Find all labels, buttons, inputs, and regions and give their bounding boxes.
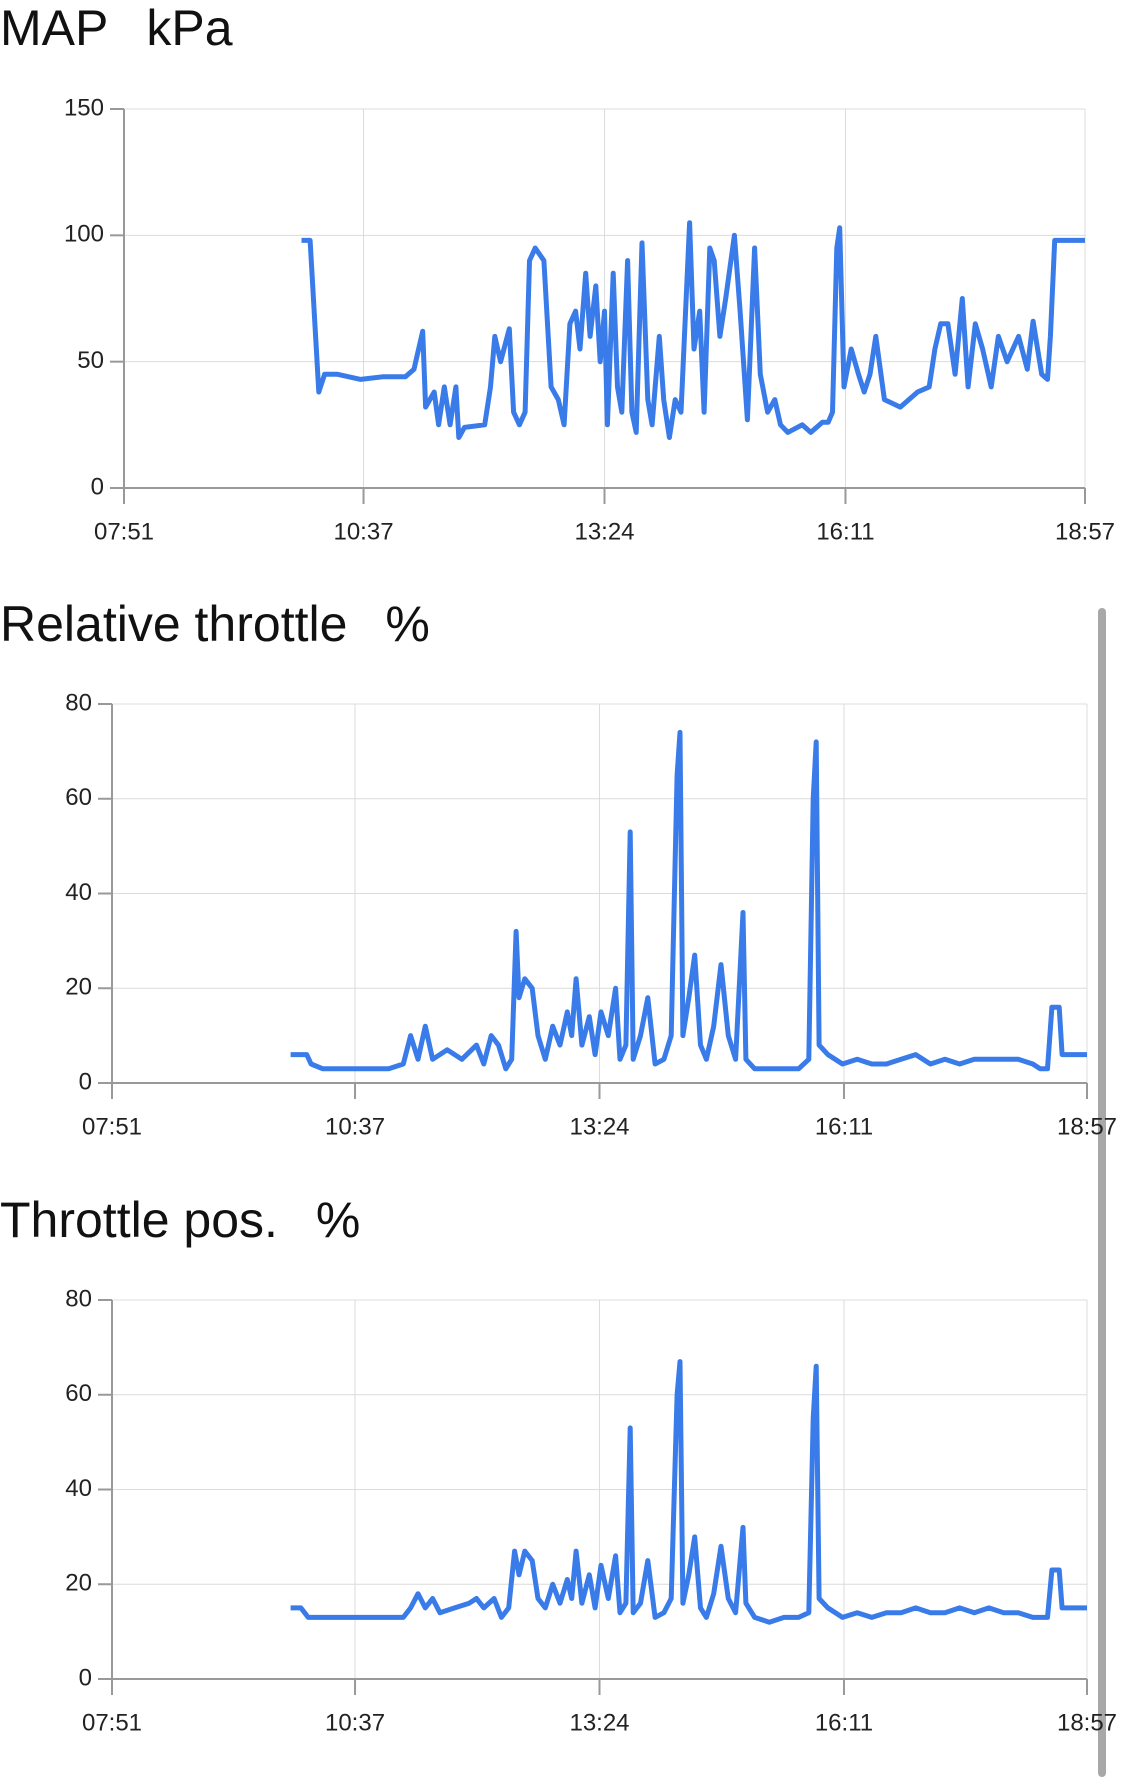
x-tick-label: 13:24 bbox=[569, 1113, 629, 1140]
y-tick-label: 60 bbox=[65, 784, 92, 811]
chart-title: MAP bbox=[0, 0, 108, 56]
y-tick-label: 20 bbox=[65, 974, 92, 1001]
chart-title: Relative throttle bbox=[0, 596, 347, 652]
x-tick-label: 07:51 bbox=[94, 518, 154, 545]
y-tick-label: 80 bbox=[65, 689, 92, 716]
x-tick-label: 10:37 bbox=[325, 1709, 385, 1736]
y-tick-label: 40 bbox=[65, 879, 92, 906]
data-line bbox=[290, 729, 1087, 1072]
y-tick-label: 0 bbox=[79, 1068, 92, 1095]
x-tick-label: 18:57 bbox=[1057, 1113, 1117, 1140]
y-tick-label: 150 bbox=[64, 94, 104, 121]
y-tick-label: 0 bbox=[79, 1664, 92, 1691]
chart-unit: % bbox=[316, 1192, 360, 1248]
x-tick-label: 10:37 bbox=[325, 1113, 385, 1140]
x-tick-label: 18:57 bbox=[1057, 1709, 1117, 1736]
scrollbar bbox=[1098, 608, 1106, 1777]
x-tick-label: 07:51 bbox=[82, 1709, 142, 1736]
x-tick-label: 13:24 bbox=[574, 518, 634, 545]
x-tick-label: 18:57 bbox=[1055, 518, 1115, 545]
y-tick-label: 0 bbox=[91, 473, 104, 500]
data-line bbox=[290, 1359, 1087, 1625]
x-tick-label: 13:24 bbox=[569, 1709, 629, 1736]
x-tick-label: 16:11 bbox=[815, 1113, 873, 1140]
chart-title: Throttle pos. bbox=[0, 1192, 278, 1248]
y-tick-label: 40 bbox=[65, 1475, 92, 1502]
y-tick-label: 60 bbox=[65, 1380, 92, 1407]
x-tick-label: 10:37 bbox=[333, 518, 393, 545]
y-tick-label: 100 bbox=[64, 221, 104, 248]
chart-unit: % bbox=[385, 596, 429, 652]
x-tick-label: 16:11 bbox=[816, 518, 874, 545]
x-tick-label: 07:51 bbox=[82, 1113, 142, 1140]
y-tick-label: 20 bbox=[65, 1570, 92, 1597]
chart-unit: kPa bbox=[146, 0, 232, 56]
y-tick-label: 80 bbox=[65, 1285, 92, 1312]
y-tick-label: 50 bbox=[77, 347, 104, 374]
x-tick-label: 16:11 bbox=[815, 1709, 873, 1736]
data-line bbox=[301, 220, 1085, 440]
